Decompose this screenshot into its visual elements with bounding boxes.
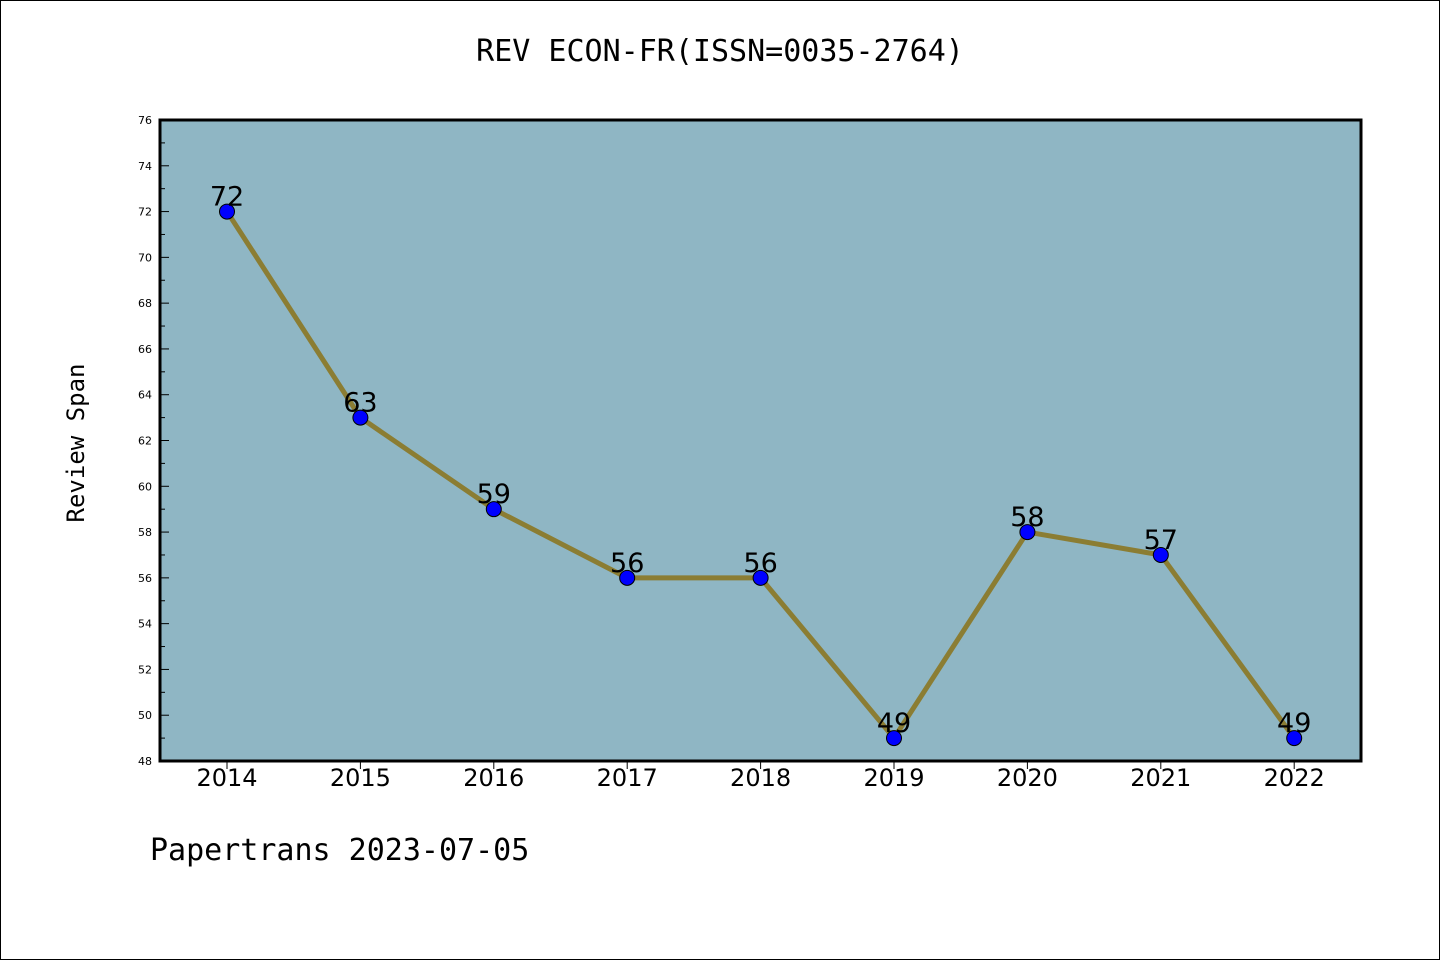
y-tick-label: 54 <box>138 618 152 631</box>
data-point <box>1152 546 1169 563</box>
x-axis: 2014 2015 2016 2017 2018 2019 2020 2021 2022 <box>196 761 1325 792</box>
x-tick-label: 2021 <box>1130 764 1191 792</box>
y-tick-label: 70 <box>138 251 152 264</box>
x-tick-label: 2018 <box>730 764 791 792</box>
data-point <box>352 409 369 426</box>
data-point <box>219 203 235 220</box>
y-tick-label: 72 <box>138 206 152 219</box>
y-axis: 48 50 52 54 56 58 60 62 64 66 68 70 72 74 76 <box>138 114 169 768</box>
data-point <box>752 569 769 586</box>
data-point <box>619 569 636 586</box>
data-label: 56 <box>610 548 644 579</box>
data-label: 58 <box>1010 502 1044 533</box>
y-tick-label: 76 <box>138 114 152 127</box>
y-tick-label: 52 <box>138 663 152 676</box>
data-point <box>1286 730 1303 747</box>
y-tick-label: 60 <box>138 480 152 493</box>
data-point <box>1019 524 1036 541</box>
x-tick-label: 2022 <box>1264 764 1325 792</box>
data-points <box>219 203 1303 747</box>
x-tick-label: 2019 <box>863 764 924 792</box>
y-tick-label: 64 <box>138 389 152 402</box>
x-tick-label: 2014 <box>196 764 257 792</box>
chart-title: REV ECON-FR(ISSN=0035-2764) <box>476 34 964 69</box>
plot-area <box>160 120 1361 761</box>
y-tick-label: 50 <box>138 709 152 722</box>
plot-border <box>158 118 1363 763</box>
data-label: 72 <box>210 182 244 213</box>
data-point <box>485 501 502 518</box>
y-tick-label: 74 <box>138 160 152 173</box>
y-tick-label: 56 <box>138 572 152 585</box>
data-label: 49 <box>1277 708 1311 739</box>
x-tick-label: 2015 <box>330 764 391 792</box>
y-tick-label: 68 <box>138 297 152 310</box>
y-tick-label: 48 <box>138 755 152 768</box>
footer-note: Papertrans 2023-07-05 <box>150 833 530 868</box>
y-tick-label: 66 <box>138 343 152 356</box>
data-label: 57 <box>1144 525 1178 556</box>
x-tick-label: 2020 <box>997 764 1058 792</box>
y-tick-label: 62 <box>138 435 152 448</box>
x-tick-label: 2017 <box>597 764 658 792</box>
data-label: 63 <box>343 388 377 419</box>
data-label: 56 <box>743 548 777 579</box>
data-label: 59 <box>477 479 511 510</box>
data-point <box>886 730 902 747</box>
data-labels: 72 63 59 56 56 49 58 57 49 <box>210 182 1312 740</box>
x-tick-label: 2016 <box>463 764 524 792</box>
y-tick-label: 58 <box>138 526 152 539</box>
data-label: 49 <box>877 708 911 739</box>
